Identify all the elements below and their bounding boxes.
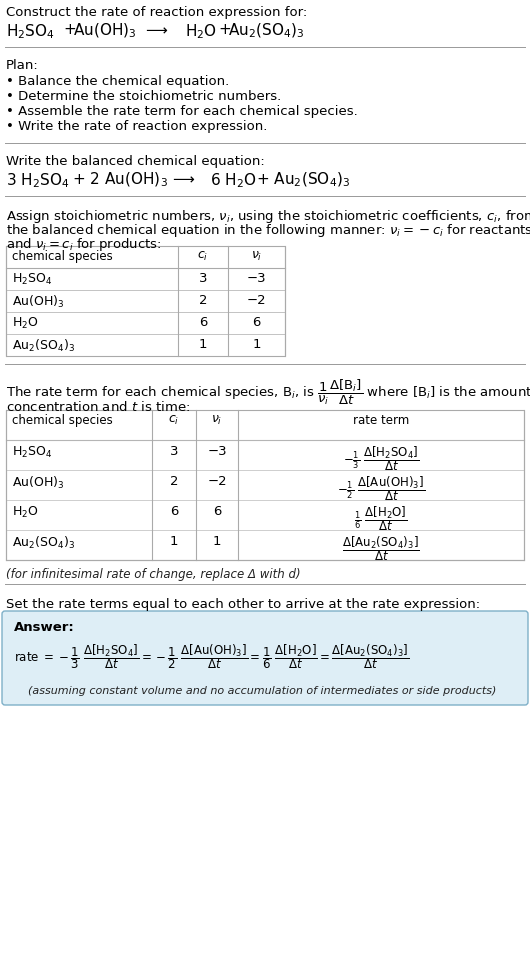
Text: • Assemble the rate term for each chemical species.: • Assemble the rate term for each chemic… xyxy=(6,105,358,118)
Text: $\mathsf{+}$: $\mathsf{+}$ xyxy=(63,22,76,37)
Text: −2: −2 xyxy=(246,294,266,307)
Text: 3: 3 xyxy=(170,445,178,458)
Text: chemical species: chemical species xyxy=(12,414,113,427)
Text: the balanced chemical equation in the following manner: $\nu_i = -c_i$ for react: the balanced chemical equation in the fo… xyxy=(6,222,530,239)
Text: Write the balanced chemical equation:: Write the balanced chemical equation: xyxy=(6,155,265,168)
Text: rate $= -\dfrac{1}{3}\ \dfrac{\Delta[\mathrm{H_2SO_4}]}{\Delta t} = -\dfrac{1}{2: rate $= -\dfrac{1}{3}\ \dfrac{\Delta[\ma… xyxy=(14,642,409,670)
Text: rate term: rate term xyxy=(353,414,409,427)
Text: • Write the rate of reaction expression.: • Write the rate of reaction expression. xyxy=(6,120,267,133)
Text: $\mathsf{H_2SO_4}$: $\mathsf{H_2SO_4}$ xyxy=(12,272,52,287)
Text: $\mathsf{Au(OH)_3}$: $\mathsf{Au(OH)_3}$ xyxy=(73,22,137,40)
Text: $c_i$: $c_i$ xyxy=(169,414,180,427)
Text: 1: 1 xyxy=(170,535,178,548)
Text: 3: 3 xyxy=(199,272,207,285)
Text: (for infinitesimal rate of change, replace Δ with d): (for infinitesimal rate of change, repla… xyxy=(6,568,301,581)
Text: $\mathsf{Au_2(SO_4)_3}$: $\mathsf{Au_2(SO_4)_3}$ xyxy=(228,22,305,40)
Text: and $\nu_i = c_i$ for products:: and $\nu_i = c_i$ for products: xyxy=(6,236,162,253)
Text: $\mathsf{6\ H_2O}$: $\mathsf{6\ H_2O}$ xyxy=(210,171,257,190)
Text: $\longrightarrow$: $\longrightarrow$ xyxy=(143,22,169,37)
Text: $\mathsf{+\ 2\ Au(OH)_3}$: $\mathsf{+\ 2\ Au(OH)_3}$ xyxy=(72,171,168,189)
Text: $\mathsf{Au_2(SO_4)_3}$: $\mathsf{Au_2(SO_4)_3}$ xyxy=(12,535,75,551)
Text: $\mathsf{H_2SO_4}$: $\mathsf{H_2SO_4}$ xyxy=(12,445,52,460)
Text: chemical species: chemical species xyxy=(12,250,113,263)
Text: Construct the rate of reaction expression for:: Construct the rate of reaction expressio… xyxy=(6,6,307,19)
Text: 6: 6 xyxy=(252,316,261,329)
Text: (assuming constant volume and no accumulation of intermediates or side products): (assuming constant volume and no accumul… xyxy=(28,686,496,696)
Text: $\mathsf{H_2O}$: $\mathsf{H_2O}$ xyxy=(12,505,39,520)
Text: Set the rate terms equal to each other to arrive at the rate expression:: Set the rate terms equal to each other t… xyxy=(6,598,480,611)
Text: $\longrightarrow$: $\longrightarrow$ xyxy=(170,171,196,186)
Text: $\mathsf{Au(OH)_3}$: $\mathsf{Au(OH)_3}$ xyxy=(12,294,65,310)
Text: $\mathsf{H_2SO_4}$: $\mathsf{H_2SO_4}$ xyxy=(6,22,55,41)
Text: 6: 6 xyxy=(170,505,178,518)
Text: Plan:: Plan: xyxy=(6,59,39,72)
Text: $-\frac{1}{2}\ \dfrac{\Delta[\mathrm{Au(OH)_3}]}{\Delta t}$: $-\frac{1}{2}\ \dfrac{\Delta[\mathrm{Au(… xyxy=(337,474,425,503)
Text: $\nu_i$: $\nu_i$ xyxy=(251,250,262,263)
Text: 2: 2 xyxy=(170,475,178,488)
Text: Answer:: Answer: xyxy=(14,621,75,634)
Text: $\mathsf{+}$: $\mathsf{+}$ xyxy=(218,22,231,37)
Bar xyxy=(6,246,285,356)
Text: 1: 1 xyxy=(199,338,207,351)
Text: $\mathsf{H_2O}$: $\mathsf{H_2O}$ xyxy=(185,22,217,41)
Text: 2: 2 xyxy=(199,294,207,307)
Text: concentration and $t$ is time:: concentration and $t$ is time: xyxy=(6,400,190,414)
Text: $\mathsf{Au(OH)_3}$: $\mathsf{Au(OH)_3}$ xyxy=(12,475,65,491)
Bar xyxy=(6,410,524,560)
Text: Assign stoichiometric numbers, $\nu_i$, using the stoichiometric coefficients, $: Assign stoichiometric numbers, $\nu_i$, … xyxy=(6,208,530,225)
Text: 6: 6 xyxy=(213,505,221,518)
Text: $\nu_i$: $\nu_i$ xyxy=(211,414,223,427)
Text: $\frac{1}{6}\ \dfrac{\Delta[\mathrm{H_2O}]}{\Delta t}$: $\frac{1}{6}\ \dfrac{\Delta[\mathrm{H_2O… xyxy=(354,504,408,533)
Text: $c_i$: $c_i$ xyxy=(197,250,209,263)
Text: −3: −3 xyxy=(246,272,266,285)
Text: $-\frac{1}{3}\ \dfrac{\Delta[\mathrm{H_2SO_4}]}{\Delta t}$: $-\frac{1}{3}\ \dfrac{\Delta[\mathrm{H_2… xyxy=(343,444,419,472)
Text: $\mathsf{+\ Au_2(SO_4)_3}$: $\mathsf{+\ Au_2(SO_4)_3}$ xyxy=(256,171,350,189)
Text: 6: 6 xyxy=(199,316,207,329)
Text: −2: −2 xyxy=(207,475,227,488)
Text: $\mathsf{Au_2(SO_4)_3}$: $\mathsf{Au_2(SO_4)_3}$ xyxy=(12,338,75,354)
Text: $\mathsf{H_2O}$: $\mathsf{H_2O}$ xyxy=(12,316,39,331)
FancyBboxPatch shape xyxy=(2,611,528,705)
Text: −3: −3 xyxy=(207,445,227,458)
Text: 1: 1 xyxy=(252,338,261,351)
Text: • Determine the stoichiometric numbers.: • Determine the stoichiometric numbers. xyxy=(6,90,281,103)
Text: The rate term for each chemical species, $\mathrm{B}_i$, is $\dfrac{1}{\nu_i}\df: The rate term for each chemical species,… xyxy=(6,378,530,408)
Text: • Balance the chemical equation.: • Balance the chemical equation. xyxy=(6,75,229,88)
Text: 1: 1 xyxy=(213,535,221,548)
Text: $\mathsf{3\ H_2SO_4}$: $\mathsf{3\ H_2SO_4}$ xyxy=(6,171,69,190)
Text: $\dfrac{\Delta[\mathrm{Au_2(SO_4)_3}]}{\Delta t}$: $\dfrac{\Delta[\mathrm{Au_2(SO_4)_3}]}{\… xyxy=(342,534,420,563)
